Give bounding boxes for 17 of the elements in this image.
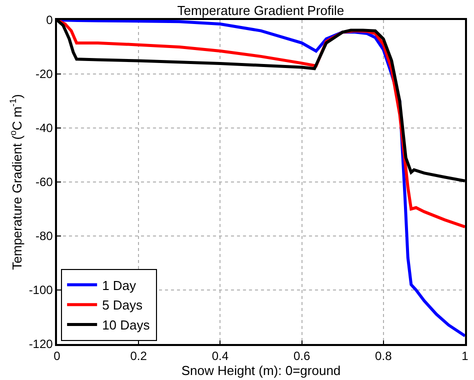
legend-label: 5 Days: [102, 298, 144, 313]
y-tick-label: -120: [28, 337, 54, 352]
x-tick-label: 0.2: [130, 349, 148, 364]
y-tick-label: -60: [36, 175, 54, 190]
legend-label: 1 Day: [102, 278, 137, 293]
y-tick-label: -20: [36, 67, 54, 82]
x-tick-label: 0.8: [375, 349, 392, 364]
x-tick-label: 0.4: [212, 349, 229, 364]
y-tick-label: -40: [36, 121, 54, 136]
legend-label: 10 Days: [102, 318, 150, 333]
x-tick-label: 1: [462, 349, 469, 364]
y-tick-label: -100: [28, 283, 54, 298]
y-tick-label: 0: [46, 13, 54, 28]
x-axis-title: Snow Height (m): 0=ground: [181, 363, 341, 378]
chart-title: Temperature Gradient Profile: [177, 2, 344, 18]
x-tick-label: 0.6: [293, 349, 310, 364]
y-tick-label: -80: [36, 229, 54, 244]
